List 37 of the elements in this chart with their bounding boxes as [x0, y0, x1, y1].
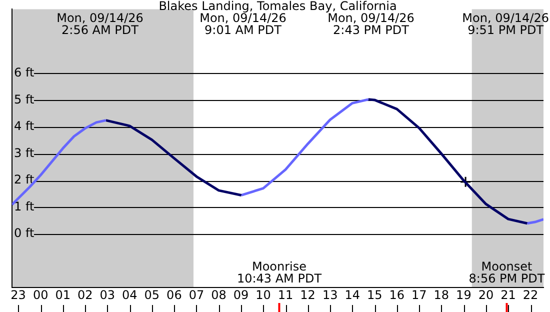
x-tick-label: 13	[322, 288, 338, 302]
x-tick-label: 00	[32, 288, 48, 302]
y-tick-label: 6 ft	[14, 66, 34, 80]
x-tick-label: 19	[456, 288, 472, 302]
y-tick-label: 1 ft	[14, 199, 34, 214]
x-tick-label: 16	[389, 288, 405, 302]
x-tick-label: 05	[144, 288, 160, 302]
x-tick-label: 01	[55, 288, 70, 302]
x-tick-label: 12	[300, 288, 316, 302]
annotation: Mon, 09/14/26 2:56 AM PDT	[56, 11, 144, 38]
x-tick-label: 10	[256, 288, 271, 302]
x-tick-label: 07	[188, 288, 204, 302]
x-tick-label: 18	[434, 288, 450, 302]
x-tick-label: 22	[522, 288, 538, 302]
x-tick-label: 15	[366, 288, 382, 302]
x-tick-label: 03	[100, 288, 116, 302]
x-tick-label: 20	[478, 288, 494, 302]
x-tick-label: 09	[233, 288, 249, 302]
y-tick-label: 0 ft	[14, 226, 34, 240]
x-tick-label: 02	[77, 288, 93, 302]
chart-title: Blakes Landing, Tomales Bay, California	[158, 0, 397, 14]
x-tick-label: 04	[122, 288, 138, 302]
x-tick-label: 14	[344, 288, 360, 302]
x-tick-label: 17	[412, 288, 427, 302]
x-tick-label: 06	[166, 288, 182, 302]
x-tick-label: 21	[500, 288, 516, 302]
annotation: Mon, 09/14/26 2:43 PM PDT	[328, 11, 414, 38]
annotation: Mon, 09/14/26 9:51 PM PDT	[462, 11, 549, 38]
y-tick-label: 3 ft	[14, 146, 34, 160]
x-tick-label: 08	[211, 288, 226, 302]
x-tick-label: 23	[10, 288, 26, 302]
ref-line-label: Moonrise 10:43 AM PDT	[236, 260, 322, 286]
y-tick-label: 4 ft	[14, 119, 34, 134]
y-tick-label: 5 ft	[14, 92, 34, 106]
annotation: Mon, 09/14/26 9:01 AM PDT	[200, 11, 286, 38]
x-tick-label: 11	[278, 288, 294, 302]
ref-line-label: Moonset 8:56 PM PDT	[468, 260, 546, 286]
